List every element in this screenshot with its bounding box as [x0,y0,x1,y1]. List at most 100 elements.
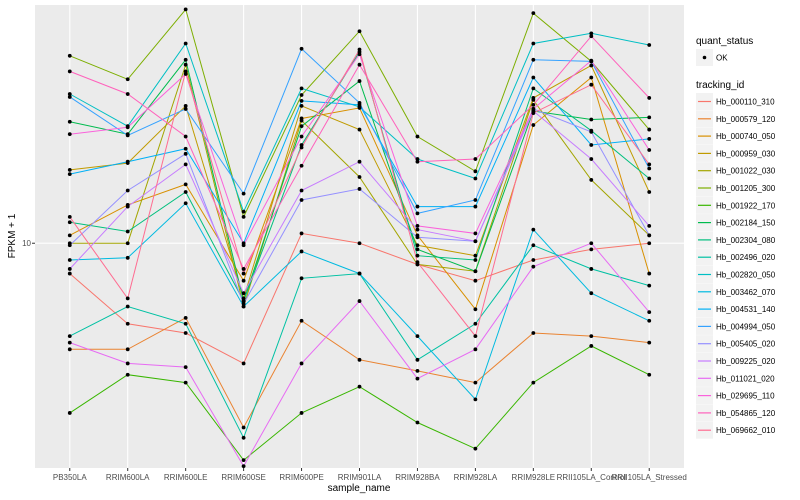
data-point-Hb_004994_050 [357,100,362,105]
data-point-Hb_002820_050 [473,176,478,181]
data-point-Hb_005405_020 [647,233,652,238]
data-point-Hb_000579_120 [125,347,130,352]
data-point-Hb_000740_050 [589,75,594,80]
data-point-Hb_000959_030 [415,243,420,248]
data-point-Hb_000110_310 [299,231,304,236]
data-point-Hb_011021_020 [125,361,130,366]
data-point-Hb_054865_120 [357,62,362,67]
legend-label: Hb_002820_050 [716,271,776,280]
data-point-Hb_069662_010 [67,214,72,219]
data-point-Hb_002304_080 [531,86,536,91]
legend-label: Hb_004531_140 [716,305,776,314]
data-point-Hb_002304_080 [125,229,130,234]
data-point-Hb_001205_300 [125,77,130,82]
data-point-Hb_001205_300 [531,11,536,16]
data-point-Hb_003462_070 [67,258,72,262]
data-point-Hb_003462_070 [589,291,594,296]
data-point-Hb_004531_140 [589,143,594,147]
data-point-Hb_003462_070 [415,334,420,339]
data-point-Hb_002304_080 [647,176,652,181]
legend-label: Hb_069662_010 [716,426,776,435]
data-point-Hb_000110_310 [67,271,72,276]
y-axis: 10 [22,239,35,248]
data-point-Hb_003462_070 [357,271,362,276]
data-point-Hb_004994_050 [299,46,304,51]
data-point-Hb_002820_050 [647,43,652,47]
data-point-Hb_000579_120 [183,315,188,320]
shape-legend-label: OK [716,54,728,63]
data-point-Hb_002304_080 [183,190,188,194]
data-point-Hb_001205_300 [241,214,246,219]
data-point-Hb_000740_050 [647,271,652,276]
data-point-Hb_009225_020 [473,239,478,244]
data-point-Hb_069662_010 [473,334,478,339]
data-point-Hb_069662_010 [125,296,130,301]
data-point-Hb_009225_020 [67,267,72,271]
data-point-Hb_001205_300 [299,93,304,97]
data-point-Hb_009225_020 [647,224,652,228]
data-point-Hb_002496_020 [415,357,420,362]
legend-label: Hb_003462_070 [716,288,776,297]
data-point-Hb_002496_020 [183,321,188,326]
data-point-Hb_005405_020 [241,301,246,306]
x-tick-label: RRIM928LA [454,473,498,482]
data-point-Hb_004994_050 [241,191,246,196]
shape-legend-point [702,55,707,60]
data-point-Hb_000110_310 [125,321,130,326]
data-point-Hb_000959_030 [473,253,478,258]
data-point-Hb_069662_010 [415,260,420,265]
data-point-Hb_054865_120 [241,267,246,271]
data-point-Hb_002184_150 [357,79,362,83]
data-point-Hb_002184_150 [415,247,420,252]
data-point-Hb_002184_150 [183,57,188,62]
data-point-Hb_009225_020 [589,157,594,161]
data-point-Hb_000110_310 [473,278,478,283]
data-point-Hb_011021_020 [183,365,188,370]
data-point-Hb_054865_120 [647,96,652,100]
data-point-Hb_002820_050 [299,86,304,91]
legend-label: Hb_000959_030 [716,149,776,158]
data-point-Hb_004994_050 [415,211,420,216]
data-point-Hb_000579_120 [531,331,536,335]
data-point-Hb_002184_150 [473,269,478,274]
x-axis: PB350LA RRIM600LA RRIM600LE RRIM600SE RRIM60… [53,468,687,482]
data-point-Hb_000579_120 [473,380,478,385]
legend-label: Hb_054865_120 [716,409,776,418]
data-point-Hb_000959_030 [183,103,188,108]
data-point-Hb_054865_120 [183,134,188,139]
data-point-Hb_003462_070 [531,227,536,232]
data-point-Hb_054865_120 [531,102,536,107]
data-point-Hb_011021_020 [241,464,246,469]
data-point-Hb_000110_310 [589,247,594,252]
data-point-Hb_000110_310 [647,241,652,246]
x-tick-label: RRIM928BA [395,473,440,482]
data-point-Hb_000740_050 [473,307,478,312]
data-point-Hb_029695_110 [241,243,246,248]
data-point-Hb_004531_140 [531,75,536,80]
x-tick-label: RRIM600LE [164,473,208,482]
data-point-Hb_005405_020 [299,198,304,202]
legend-label: Hb_011021_020 [716,374,775,383]
data-point-Hb_001922_170 [357,384,362,389]
data-point-Hb_001922_170 [531,380,536,385]
data-point-Hb_001922_170 [67,411,72,415]
color-legend-items: Hb_000110_310 Hb_000579_120 Hb_000740_050 H… [696,93,776,439]
data-point-Hb_029695_110 [647,148,652,152]
data-point-Hb_002496_020 [473,321,478,326]
data-point-Hb_002304_080 [415,253,420,258]
data-point-Hb_002184_150 [647,115,652,120]
data-point-Hb_002304_080 [67,220,72,225]
data-point-Hb_004994_050 [473,198,478,202]
data-point-Hb_000579_120 [357,357,362,362]
data-point-Hb_003462_070 [125,255,130,260]
data-point-Hb_029695_110 [125,125,130,130]
data-point-Hb_029695_110 [357,52,362,57]
legend-label: Hb_001922_170 [716,201,776,210]
data-point-Hb_000579_120 [241,425,246,430]
series-points [67,7,652,469]
data-point-Hb_000959_030 [241,296,246,301]
legend-label: Hb_000110_310 [716,98,775,107]
data-point-Hb_001922_170 [299,411,304,415]
legend-label: Hb_000740_050 [716,132,776,141]
data-point-Hb_003462_070 [473,397,478,402]
